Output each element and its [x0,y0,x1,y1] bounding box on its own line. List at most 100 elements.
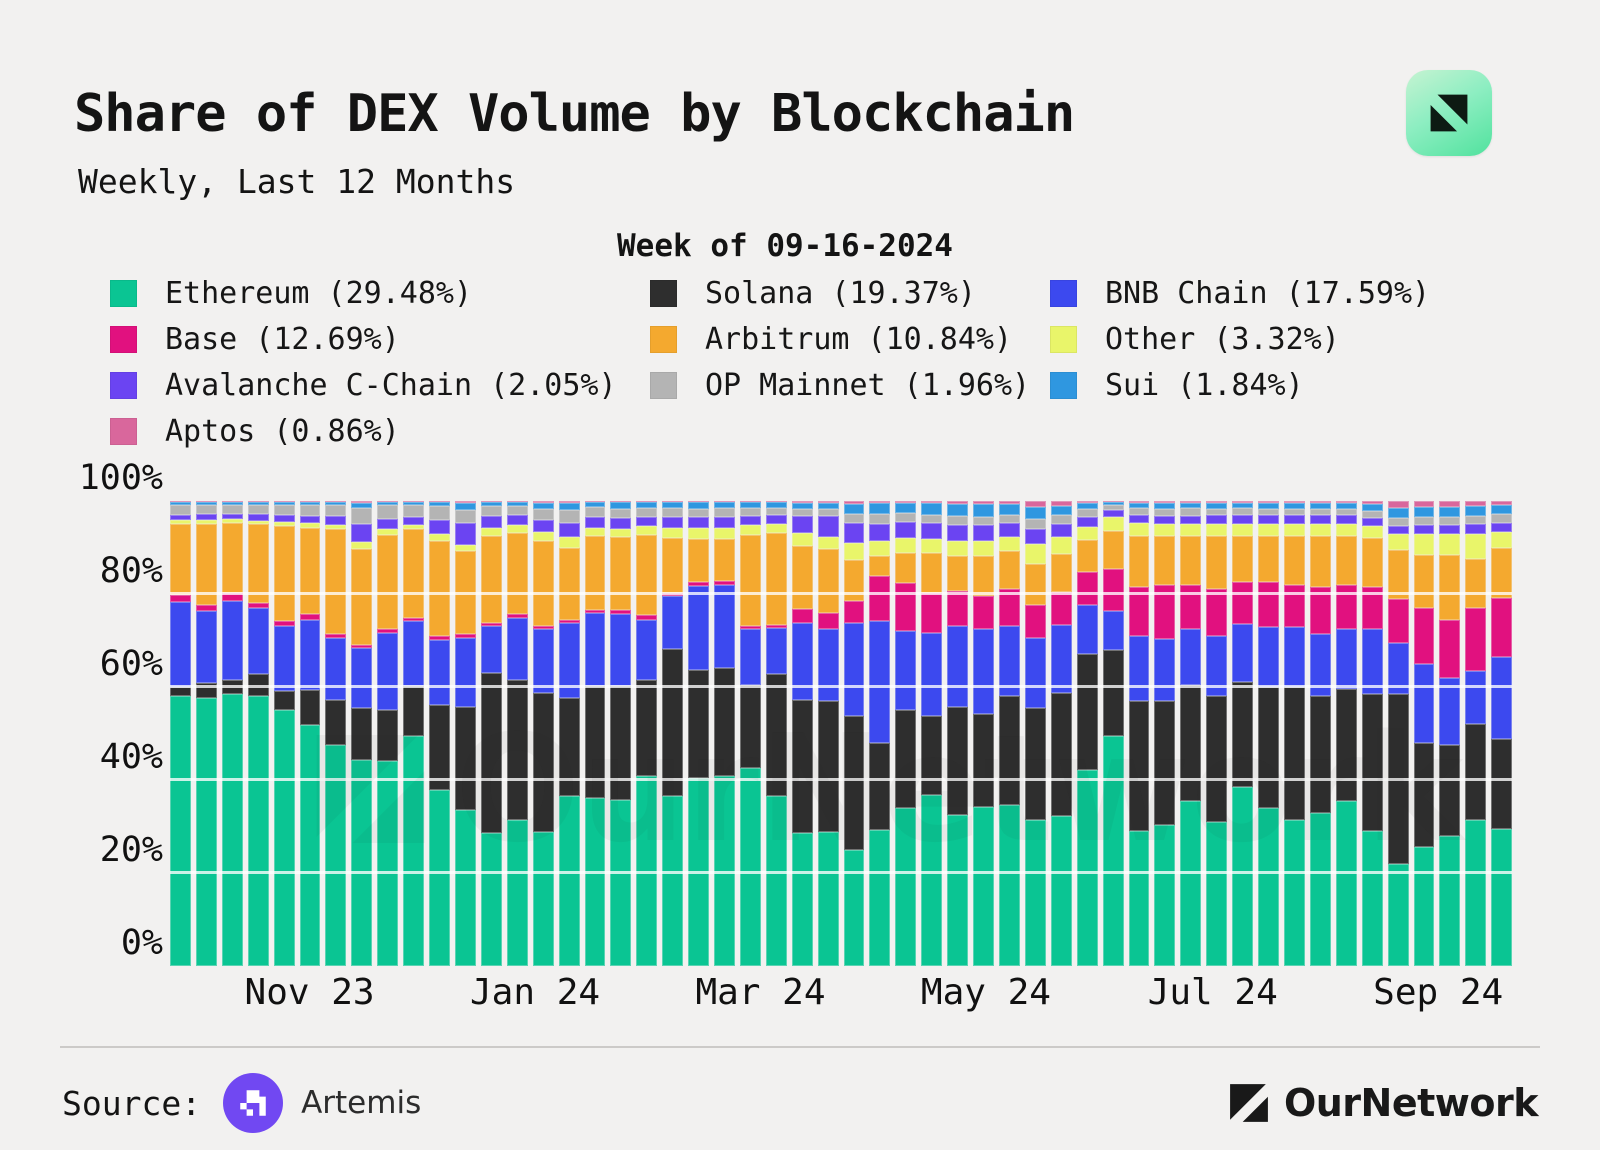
segment-ethereum [1258,807,1279,966]
segment-sui [1258,503,1279,509]
segment-sui [1283,503,1305,509]
segment-base [1283,584,1305,627]
segment-op-mainnet [869,513,891,524]
segment-bnb-chain [584,613,606,687]
segment-bnb-chain [1206,635,1228,697]
segment-sui [765,502,787,509]
segment-other [610,528,632,538]
bar-week-1 [170,501,191,966]
segment-op-mainnet [1439,516,1461,525]
bar-week-34 [1024,501,1046,966]
segment-aptos [1361,501,1383,504]
segment-op-mainnet [688,508,710,518]
segment-ethereum [1076,769,1098,966]
segment-solana [1283,687,1305,820]
segment-solana [1387,693,1409,864]
segment-aptos [351,501,373,503]
segment-sui [429,502,450,507]
bar-week-12 [454,501,476,966]
segment-avalanche-c-chain [558,523,580,538]
segment-sui [1335,503,1357,509]
segment-other [1309,523,1331,536]
segment-ethereum [895,807,917,966]
segment-avalanche-c-chain [973,525,994,541]
segment-ethereum [480,833,502,966]
segment-aptos [636,501,658,503]
bar-week-42 [1232,501,1254,966]
segment-arbitrum [1128,535,1150,588]
bar-week-21 [688,501,710,966]
segment-other [869,540,891,557]
segment-aptos [299,501,321,503]
segment-sui [1387,507,1409,518]
segment-solana [791,699,813,834]
legend-label: Base (12.69%) [165,322,400,357]
segment-avalanche-c-chain [714,517,735,529]
segment-ethereum [1128,831,1150,966]
segment-base [1387,598,1409,643]
segment-op-mainnet [1076,509,1098,518]
x-axis: Nov 23 Jan 24 Mar 24 May 24 Jul 24 Sep 24 [170,966,1512,1013]
segment-base [1076,572,1098,605]
segment-bnb-chain [1387,642,1409,694]
segment-other [558,537,580,548]
segment-other [765,523,787,534]
segment-base [1050,592,1072,625]
segment-bnb-chain [170,602,191,688]
footer-divider [60,1046,1540,1048]
legend-swatch-icon [110,280,137,307]
segment-avalanche-c-chain [869,523,891,541]
segment-avalanche-c-chain [895,521,917,539]
segment-other [791,533,813,547]
segment-aptos [610,501,632,503]
segment-bnb-chain [1076,604,1098,654]
segment-avalanche-c-chain [1387,525,1409,534]
segment-sui [1361,503,1383,511]
segment-aptos [1154,501,1176,504]
segment-ethereum [273,709,295,966]
segment-avalanche-c-chain [1258,515,1279,524]
segment-avalanche-c-chain [1102,509,1124,518]
segment-arbitrum [480,535,502,623]
segment-bnb-chain [1102,611,1124,650]
legend-item: Solana (19.37%) [650,276,1050,311]
segment-op-mainnet [1309,508,1331,516]
segment-ethereum [869,829,891,966]
bar-week-41 [1206,501,1228,966]
segment-aptos [1258,501,1279,504]
legend-swatch-icon [650,280,677,307]
segment-aptos [454,501,476,504]
segment-ethereum [506,820,528,966]
segment-bnb-chain [299,619,321,690]
segment-base [403,617,425,621]
segment-base [454,634,476,638]
segment-bnb-chain [1361,628,1383,694]
segment-bnb-chain [662,596,684,650]
segment-sui [1102,502,1124,506]
segment-sui [377,502,399,506]
segment-arbitrum [195,524,217,605]
segment-ethereum [403,736,425,966]
segment-other [273,521,295,527]
segment-other [1387,533,1409,550]
segment-arbitrum [1387,549,1409,599]
legend-column-1: Ethereum (29.48%) Base (12.69%) Avalanche … [110,276,650,464]
bar-week-5 [273,501,295,966]
segment-bnb-chain [1335,628,1357,690]
segment-bnb-chain [247,607,269,675]
segment-arbitrum [1258,535,1279,583]
segment-base [765,624,787,628]
legend-item: OP Mainnet (1.96%) [650,368,1050,403]
segment-bnb-chain [325,637,347,700]
segment-other [1050,537,1072,554]
segment-base [1309,587,1331,634]
segment-base [1439,619,1461,678]
bar-week-2 [195,501,217,966]
bar-week-28 [869,501,891,966]
segment-op-mainnet [1491,513,1513,523]
segment-solana [973,714,994,807]
x-tick-label: Jan 24 [469,972,601,1013]
segment-op-mainnet [1258,508,1279,516]
segment-arbitrum [403,529,425,618]
y-tick-label: 100% [78,458,163,498]
